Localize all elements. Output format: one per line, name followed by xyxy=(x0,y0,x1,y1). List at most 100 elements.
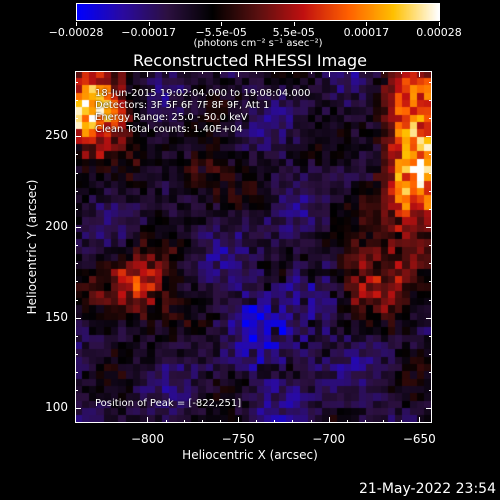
annotation-method-counts: Clean Total counts: 1.40E+04 xyxy=(95,124,243,135)
axis-tick xyxy=(147,417,149,423)
y-tick-label: 200 xyxy=(45,219,68,234)
axis-tick xyxy=(292,71,294,74)
axis-tick xyxy=(346,420,348,423)
axis-tick xyxy=(383,420,385,423)
axis-tick xyxy=(364,420,366,423)
y-axis-label: Heliocentric Y (arcsec) xyxy=(25,179,39,315)
y-tick-label: 150 xyxy=(45,309,68,324)
axis-tick xyxy=(364,71,366,74)
axis-tick xyxy=(429,299,432,301)
axis-tick xyxy=(165,71,167,74)
axis-tick xyxy=(429,208,432,210)
x-axis-label: Heliocentric X (arcsec) xyxy=(182,448,318,462)
axis-tick xyxy=(429,281,432,283)
axis-tick xyxy=(419,417,421,423)
axis-tick xyxy=(429,263,432,265)
axis-tick xyxy=(328,417,330,423)
annotation-detectors: Detectors: 3F 5F 6F 7F 8F 9F, Att 1 xyxy=(95,100,270,111)
axis-tick xyxy=(219,71,221,74)
colorbar-tick-label: 0.00017 xyxy=(343,26,390,39)
colorbar-tick-label: −5.5e-05 xyxy=(195,26,247,39)
axis-tick xyxy=(426,227,432,229)
annotation-energy-range: Energy Range: 25.0 - 50.0 keV xyxy=(95,112,248,123)
axis-tick xyxy=(219,420,221,423)
colorbar-tick-label: −0.00028 xyxy=(48,26,104,39)
axis-tick xyxy=(75,408,81,410)
y-tick-label: 250 xyxy=(45,128,68,143)
axis-tick xyxy=(310,420,312,423)
axis-tick xyxy=(201,420,203,423)
colorbar-tick-label: −0.00017 xyxy=(121,26,176,39)
axis-tick xyxy=(238,71,240,77)
axis-tick xyxy=(75,263,78,265)
axis-tick xyxy=(75,335,78,337)
x-tick-label: −750 xyxy=(221,432,255,446)
axis-tick xyxy=(426,136,432,138)
axis-tick xyxy=(183,71,185,74)
axis-tick xyxy=(75,172,78,174)
axis-tick xyxy=(429,245,432,247)
colorbar xyxy=(76,3,440,21)
axis-tick xyxy=(383,71,385,74)
axis-tick xyxy=(310,71,312,74)
colorbar-tick xyxy=(439,22,440,26)
colorbar-tick-label: 5.5e-05 xyxy=(272,26,315,39)
axis-tick xyxy=(429,100,432,102)
axis-tick xyxy=(75,81,78,83)
axis-tick xyxy=(401,71,403,74)
axis-tick xyxy=(429,81,432,83)
annotation-peak-position: Position of Peak = [-822,251] xyxy=(95,398,242,409)
axis-tick xyxy=(256,420,258,423)
axis-tick xyxy=(426,408,432,410)
axis-tick xyxy=(238,417,240,423)
axis-tick xyxy=(429,390,432,392)
x-tick-label: −700 xyxy=(312,432,346,446)
axis-tick xyxy=(201,71,203,74)
axis-tick xyxy=(75,100,78,102)
axis-tick xyxy=(75,136,81,138)
axis-tick xyxy=(75,154,78,156)
axis-tick xyxy=(429,354,432,356)
chart-title: Reconstructed RHESSI Image xyxy=(133,51,367,70)
annotation-time-range: 18-Jun-2015 19:02:04.000 to 19:08:04.000 xyxy=(95,88,311,99)
axis-tick xyxy=(256,71,258,74)
axis-tick xyxy=(419,71,421,77)
axis-tick xyxy=(274,420,276,423)
y-tick-label: 100 xyxy=(45,400,68,415)
axis-tick xyxy=(401,420,403,423)
colorbar-tick xyxy=(148,22,150,26)
axis-tick xyxy=(429,154,432,156)
axis-tick xyxy=(75,281,78,283)
axis-tick xyxy=(75,299,78,301)
axis-tick xyxy=(346,71,348,74)
axis-tick xyxy=(75,245,78,247)
axis-tick xyxy=(183,420,185,423)
axis-tick xyxy=(274,71,276,74)
axis-tick xyxy=(75,190,78,192)
axis-tick xyxy=(292,420,294,423)
axis-tick xyxy=(429,118,432,120)
axis-tick xyxy=(429,372,432,374)
axis-tick xyxy=(429,190,432,192)
axis-tick xyxy=(75,118,78,120)
colorbar-tick xyxy=(221,22,223,26)
axis-tick xyxy=(429,335,432,337)
axis-tick xyxy=(75,390,78,392)
colorbar-units: (photons cm⁻² s⁻¹ asec⁻²) xyxy=(193,38,323,49)
x-tick-label: −800 xyxy=(131,432,164,446)
axis-tick xyxy=(426,317,432,319)
heatmap-image xyxy=(75,71,432,423)
colorbar-tick xyxy=(76,22,77,26)
colorbar-tick xyxy=(366,22,368,26)
date-stamp: 21-May-2022 23:54 xyxy=(358,481,496,497)
axis-tick xyxy=(429,172,432,174)
x-tick-label: −650 xyxy=(402,432,436,446)
axis-tick xyxy=(165,420,167,423)
axis-tick xyxy=(75,372,78,374)
axis-tick xyxy=(147,71,149,77)
colorbar-tick xyxy=(293,22,295,26)
axis-tick xyxy=(328,71,330,77)
axis-tick xyxy=(75,227,81,229)
axis-tick xyxy=(75,354,78,356)
axis-tick xyxy=(75,317,81,319)
